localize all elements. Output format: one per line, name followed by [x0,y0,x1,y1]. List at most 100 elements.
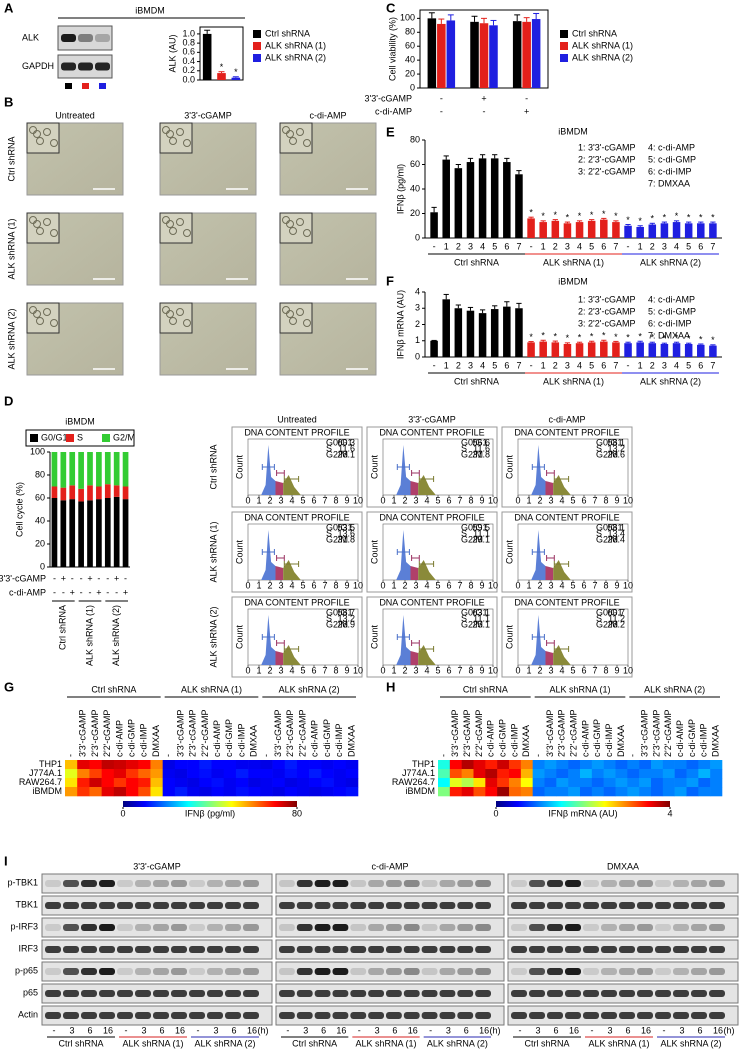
heat-cell [89,769,102,779]
flow-x-tick-label: 0 [515,495,520,505]
heat-cell [710,760,723,770]
blot-band [153,924,169,931]
cell [176,218,184,226]
column-label: DMXAA [521,725,531,757]
heat-cell [710,787,723,797]
heat-cell [199,778,212,788]
x-tick-label: 1 [541,360,546,370]
heat-cell [438,760,451,770]
lane-label: 16 [408,1025,418,1035]
y-tick-label: 0.6 [182,47,195,57]
heat-cell [126,769,139,779]
blot-band [457,968,474,975]
y-tick-label: 40 [405,55,415,65]
blot-band [529,1012,545,1019]
blot-band [565,880,581,887]
flow-title: DNA CONTENT PROFILE [514,427,619,437]
bar [575,222,584,238]
histogram-s [545,481,554,495]
heat-cell [333,787,347,797]
flow-x-tick-label: 1 [526,665,531,675]
x-tick-label: 6 [504,241,509,251]
blot-band [332,968,349,975]
flow-x-tick-label: 6 [311,580,316,590]
chart-title: iBMDM [558,126,588,136]
flow-stat-value: 13.6 [337,528,355,538]
flow-stat-name: G2/M [461,619,483,629]
cell [162,216,170,224]
bar [684,223,693,238]
blot-band [207,924,223,931]
blot-band [189,924,205,931]
flow-x-tick-label: 4 [289,495,294,505]
heat-cell [235,778,249,788]
bar [527,218,535,238]
blot-band [457,1012,474,1019]
blot-band [45,880,61,887]
blot-band [78,34,93,42]
flow-stat-value: 25.1 [472,619,490,629]
bar [430,212,438,238]
heat-cell [89,787,102,797]
bar [672,222,681,238]
blot-band [475,946,491,953]
heat-cell [627,760,640,770]
blot-band [279,902,295,909]
cell [289,227,297,235]
group-label: ALK shRNA (2) [660,1038,721,1048]
flow-stat-name: G2/M [596,619,618,629]
blot-band [583,880,599,887]
flow-x-tick-label: 7 [592,580,597,590]
y-axis-label: ALK (AU) [167,34,177,72]
column-label: c-di-AMP [310,720,320,757]
micrograph-inset [279,212,313,244]
histogram-g2 [553,560,571,580]
heat-cell [235,769,249,779]
treatment-sign: - [53,573,56,583]
flow-x-tick-label: 5 [300,580,305,590]
blot-band [99,902,115,909]
heat-cell [65,769,78,779]
cell [286,220,294,228]
flow-x-tick-label: 1 [391,495,396,505]
blot-band [171,990,187,997]
heat-cell [497,760,510,770]
blot-band [529,968,545,975]
heat-cell [520,778,533,788]
blot-band [475,902,491,909]
lane-label: - [519,1025,522,1035]
blot-band [511,902,527,909]
blot-image [275,961,505,982]
heat-cell [199,760,212,770]
blot-band [350,968,367,975]
panel-letter: D [4,393,13,408]
blot-row-label: Actin [18,1009,38,1019]
blot-band [439,880,456,887]
blot-row-label: TBK1 [15,899,38,909]
blot-band [457,924,474,931]
panel-letter: B [4,94,13,109]
blot-band [583,946,599,953]
column-label: c-di-IMP [334,724,344,758]
x-tick-label: - [530,241,533,251]
heat-cell [674,778,687,788]
heat-cell [150,787,163,797]
significance-mark: * [578,211,582,221]
colorbar-tick-label: 80 [292,808,302,818]
bar-segment [122,499,129,567]
legend-text: 2: 2'3'-cGAMP [578,306,635,316]
blot-band [529,990,545,997]
flow-stat-name: S [326,528,332,538]
treatment-sign: - [97,573,100,583]
blot-band [189,968,205,975]
column-label: 2'2'-cGAMP [297,710,307,757]
flow-y-label: Count [504,625,514,650]
column-label: 2'3'-cGAMP [651,710,661,757]
y-tick-label: 20 [405,68,415,78]
bar-segment [113,452,120,486]
cell [289,137,297,145]
heat-cell [497,787,510,797]
colorbar [496,801,670,807]
heat-cell [65,778,78,788]
blot-band [637,1012,653,1019]
